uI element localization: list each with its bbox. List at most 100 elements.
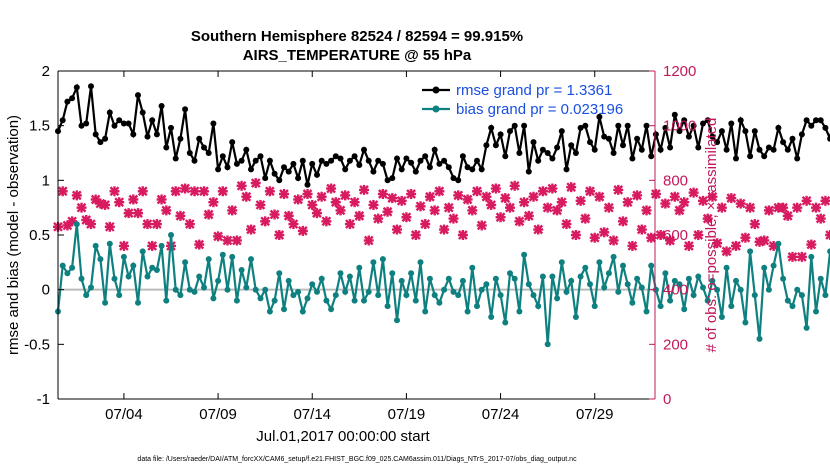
rmse-point bbox=[521, 122, 528, 129]
bias-point bbox=[219, 251, 226, 258]
obs-count-point bbox=[603, 202, 614, 213]
bias-point bbox=[761, 264, 768, 271]
bias-point bbox=[285, 277, 292, 284]
obs-count-point bbox=[406, 189, 417, 199]
rmse-point bbox=[431, 146, 438, 153]
obs-count-point bbox=[608, 235, 619, 246]
obs-count-point bbox=[462, 194, 473, 205]
rmse-point bbox=[709, 133, 716, 140]
bias-point bbox=[539, 273, 546, 280]
obs-count-point bbox=[566, 182, 577, 193]
rmse-point bbox=[714, 139, 721, 146]
bias-point bbox=[69, 264, 76, 271]
rmse-point bbox=[394, 155, 400, 162]
rmse-point bbox=[544, 150, 551, 156]
obs-count-point bbox=[147, 240, 158, 251]
obs-count-point bbox=[302, 189, 313, 199]
bias-point bbox=[417, 259, 424, 266]
obs-count-point bbox=[410, 230, 421, 240]
obs-count-point bbox=[288, 219, 299, 230]
obs-count-point bbox=[730, 240, 741, 251]
obs-count-point bbox=[570, 230, 581, 240]
rmse-point bbox=[106, 109, 113, 116]
bias-point bbox=[73, 221, 80, 228]
rmse-point bbox=[403, 155, 410, 162]
rmse-point bbox=[177, 135, 184, 142]
bias-point bbox=[111, 275, 118, 282]
rmse-point bbox=[690, 122, 697, 129]
obs-count-point bbox=[707, 191, 718, 202]
bias-point bbox=[215, 277, 222, 284]
rmse-point bbox=[638, 146, 645, 153]
obs-count-point bbox=[359, 184, 370, 195]
legend-marker bbox=[432, 86, 440, 94]
rmse-point bbox=[219, 153, 226, 160]
bias-point bbox=[205, 256, 212, 263]
bias-point bbox=[248, 256, 254, 263]
rmse-point bbox=[808, 122, 815, 129]
rmse-point bbox=[516, 150, 523, 156]
bias-point bbox=[337, 270, 344, 277]
rmse-point bbox=[295, 175, 302, 182]
rmse-point bbox=[97, 139, 104, 146]
rmse-point bbox=[822, 124, 829, 131]
obs-count-point bbox=[382, 206, 393, 217]
x-tick-label: 07/19 bbox=[388, 406, 426, 423]
rmse-point bbox=[474, 157, 480, 164]
obs-count-point bbox=[391, 224, 402, 235]
y-right-tick-label: 800 bbox=[663, 172, 688, 189]
bias-point bbox=[516, 308, 523, 315]
bias-point bbox=[723, 264, 730, 271]
rmse-point bbox=[384, 177, 391, 184]
rmse-point bbox=[318, 157, 325, 164]
rmse-point bbox=[681, 117, 688, 124]
bias-point bbox=[587, 281, 593, 288]
rmse-point bbox=[648, 153, 655, 160]
obs-count-point bbox=[674, 205, 685, 216]
obs-count-point bbox=[669, 191, 680, 202]
obs-count-point bbox=[255, 199, 266, 210]
rmse-point bbox=[337, 155, 344, 162]
legend-marker bbox=[432, 105, 440, 113]
y-left-tick-label: 0.5 bbox=[29, 227, 50, 244]
rmse-point bbox=[172, 155, 179, 162]
obs-count-point bbox=[401, 212, 412, 223]
y-left-tick-label: -0.5 bbox=[24, 336, 50, 353]
obs-count-point bbox=[665, 235, 676, 246]
rmse-point bbox=[59, 117, 66, 124]
obs-count-point bbox=[222, 235, 233, 246]
obs-count-point bbox=[617, 216, 628, 227]
bias-point bbox=[281, 306, 287, 313]
bias-point bbox=[370, 259, 377, 266]
rmse-point bbox=[252, 157, 259, 164]
rmse-point bbox=[530, 139, 537, 146]
rmse-point bbox=[262, 175, 269, 182]
obs-count-point bbox=[796, 251, 807, 262]
x-tick-label: 07/14 bbox=[293, 406, 331, 423]
bias-point bbox=[714, 286, 721, 293]
obs-count-point bbox=[476, 220, 487, 231]
rmse-point bbox=[667, 144, 674, 151]
bias-point bbox=[601, 284, 608, 291]
rmse-point bbox=[139, 109, 146, 116]
chart-title-line: Southern Hemisphere 82524 / 82594 = 99.9… bbox=[191, 28, 523, 45]
bias-point bbox=[671, 277, 678, 284]
obs-count-point bbox=[396, 195, 407, 206]
bias-point bbox=[384, 303, 391, 310]
obs-count-point bbox=[585, 186, 596, 197]
bias-point bbox=[139, 248, 146, 255]
obs-marker-stroke bbox=[825, 233, 830, 240]
bias-point bbox=[163, 297, 170, 304]
rmse-point bbox=[266, 157, 273, 164]
x-tick-label: 07/09 bbox=[199, 406, 237, 423]
bias-point bbox=[436, 299, 443, 306]
bias-point bbox=[756, 335, 763, 342]
bias-point bbox=[389, 270, 396, 277]
bias-point bbox=[469, 264, 476, 271]
obs-count-point bbox=[340, 190, 351, 201]
obs-count-point bbox=[542, 202, 553, 213]
rmse-point bbox=[370, 168, 377, 175]
rmse-point bbox=[375, 157, 382, 164]
legend-label: rmse grand pr = 1.3361 bbox=[456, 82, 612, 99]
rmse-point bbox=[563, 166, 570, 173]
